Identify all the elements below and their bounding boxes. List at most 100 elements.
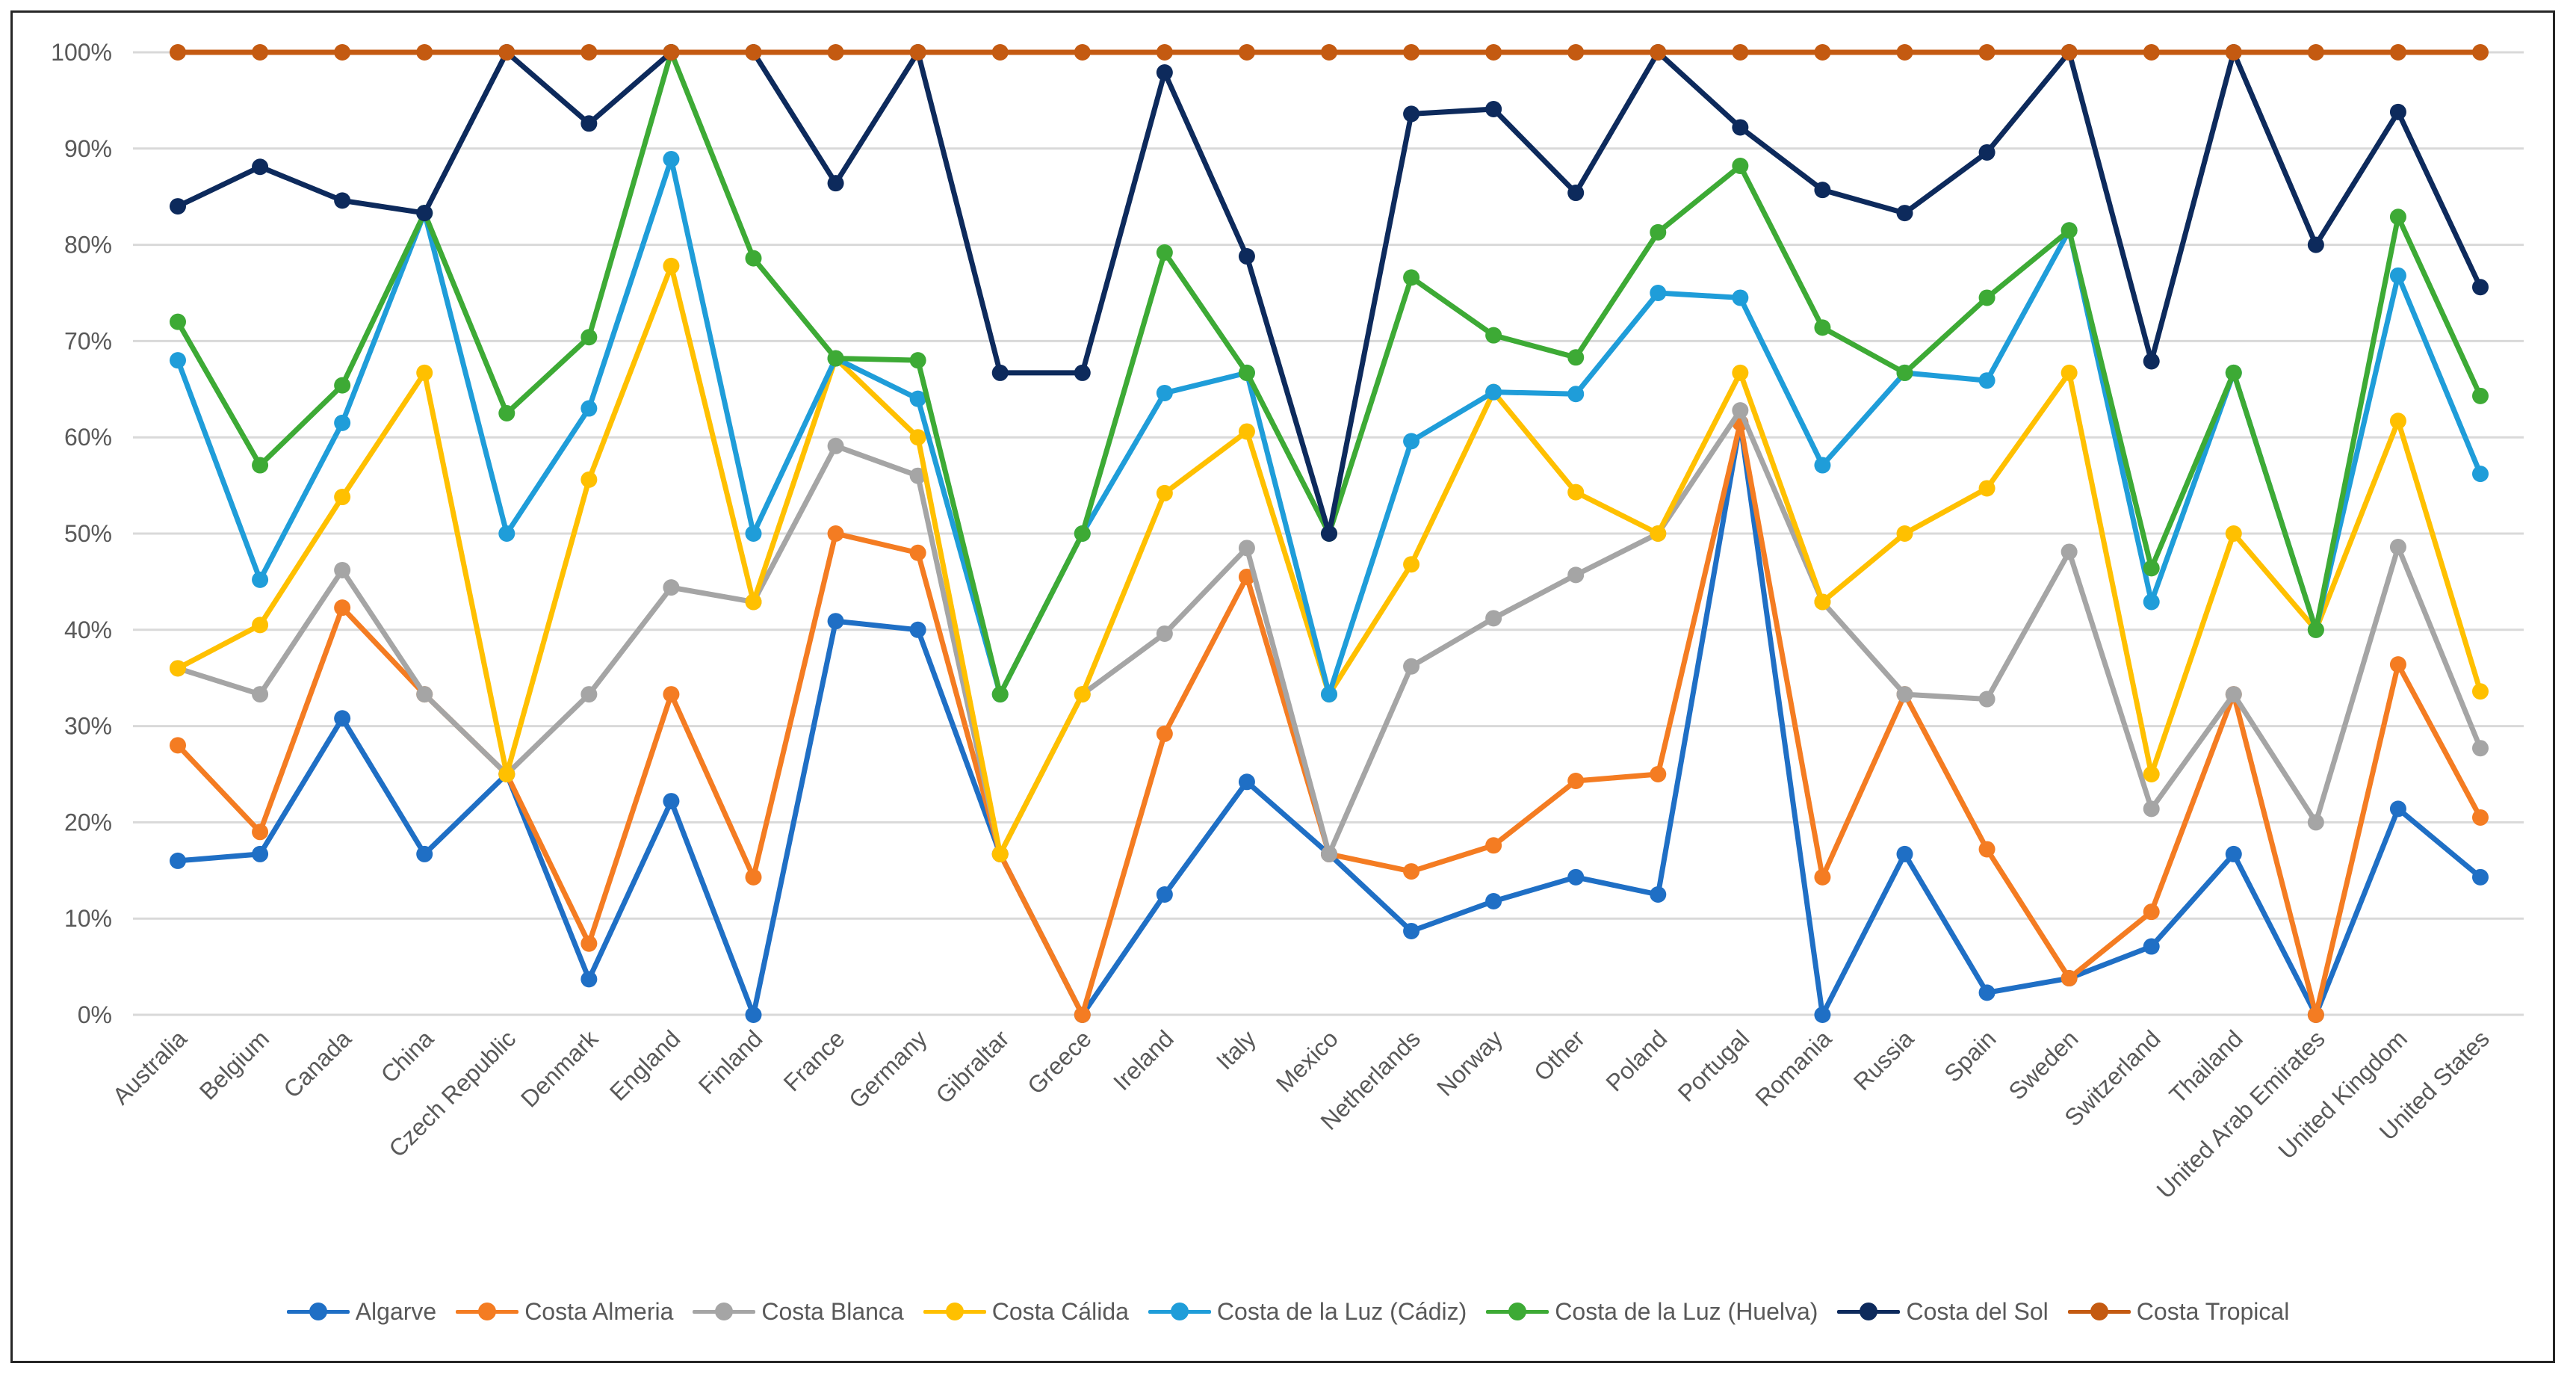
data-point <box>170 852 186 869</box>
data-point <box>2225 686 2242 703</box>
data-point <box>1978 289 1996 306</box>
x-tick-label: Spain <box>1939 1025 2001 1087</box>
data-point <box>1074 686 1091 703</box>
data-point <box>1485 893 1502 910</box>
data-point <box>334 599 351 617</box>
x-tick-label: Thailand <box>2164 1025 2247 1108</box>
data-point <box>252 457 269 474</box>
data-point <box>334 377 351 394</box>
data-point <box>1485 383 1502 401</box>
data-point <box>580 44 598 61</box>
data-point <box>909 352 926 369</box>
data-point <box>2225 845 2242 862</box>
data-point <box>1403 556 1420 573</box>
x-tick-label: Ireland <box>1108 1025 1179 1096</box>
data-point <box>1896 364 1913 381</box>
legend-swatch <box>1486 1302 1549 1321</box>
data-point <box>2143 766 2160 782</box>
data-point <box>1732 157 1749 174</box>
data-point <box>580 471 598 488</box>
data-point <box>1485 44 1502 61</box>
legend-item: Costa Blanca <box>693 1298 904 1326</box>
data-point <box>334 710 351 727</box>
data-point <box>2061 364 2078 381</box>
data-point <box>2307 44 2324 61</box>
x-tick-label: Italy <box>1211 1025 1261 1075</box>
data-point <box>1321 525 1337 542</box>
data-point <box>2472 683 2489 700</box>
data-point <box>909 544 926 561</box>
data-point <box>1156 484 1173 501</box>
data-point <box>1567 185 1585 202</box>
data-point <box>1403 658 1420 675</box>
data-point <box>991 44 1009 61</box>
y-tick-label: 50% <box>64 520 112 547</box>
x-tick-label: China <box>376 1025 439 1088</box>
data-point <box>170 313 186 330</box>
data-point <box>1978 841 1996 858</box>
data-point <box>1238 773 1255 791</box>
data-point <box>1650 223 1667 241</box>
data-point <box>1650 525 1667 542</box>
data-point <box>2472 868 2489 886</box>
gridlines <box>133 51 2524 1016</box>
data-point <box>2472 387 2489 404</box>
legend-swatch <box>456 1302 519 1321</box>
data-point <box>170 198 186 215</box>
data-point <box>2143 353 2160 370</box>
data-point <box>580 971 598 988</box>
data-point <box>170 352 186 369</box>
x-tick-label: Poland <box>1600 1025 1672 1096</box>
data-point <box>909 390 926 407</box>
data-point <box>1321 845 1337 862</box>
data-point <box>1074 364 1091 381</box>
data-point <box>1978 372 1996 389</box>
x-tick-label: Belgium <box>194 1025 274 1104</box>
legend-swatch <box>286 1302 350 1321</box>
data-point <box>498 405 515 421</box>
data-point <box>1156 244 1173 261</box>
data-point <box>1896 205 1913 222</box>
data-point <box>2143 44 2160 61</box>
data-point <box>334 414 351 431</box>
data-point <box>580 115 598 132</box>
data-point <box>2143 938 2160 955</box>
data-point <box>1238 248 1255 265</box>
data-point <box>1074 44 1091 61</box>
series-line <box>175 407 2483 857</box>
data-point <box>2472 740 2489 757</box>
data-point <box>1978 984 1996 1001</box>
data-point <box>2061 222 2078 239</box>
data-point <box>416 845 433 862</box>
data-point <box>1732 289 1749 306</box>
x-tick-label: Finland <box>693 1025 768 1099</box>
data-point <box>2389 800 2406 818</box>
series-costa-tropical <box>170 44 2489 61</box>
data-point <box>2472 466 2489 483</box>
data-point <box>1814 182 1831 199</box>
data-point <box>2389 656 2406 673</box>
data-point <box>1732 402 1749 419</box>
data-point <box>580 686 598 703</box>
x-tick-label: Greece <box>1022 1025 1097 1099</box>
data-point <box>1485 837 1502 854</box>
data-point <box>1403 44 1420 61</box>
data-point <box>1238 44 1255 61</box>
data-point <box>1567 773 1585 790</box>
data-point <box>1403 105 1420 123</box>
y-tick-label: 40% <box>64 617 112 643</box>
x-tick-label: Germany <box>843 1025 932 1113</box>
x-tick-label: Sweden <box>2003 1025 2083 1104</box>
data-point <box>1567 868 1585 886</box>
data-point <box>2061 543 2078 560</box>
series-line <box>175 49 2483 537</box>
x-tick-label: Other <box>1529 1025 1590 1086</box>
data-point <box>170 737 186 754</box>
data-point <box>2143 560 2160 577</box>
data-point <box>1238 364 1255 381</box>
series-costa-de-la-luz-c-diz <box>170 150 2489 703</box>
data-point <box>498 525 515 542</box>
data-point <box>1156 886 1173 903</box>
data-point <box>1896 44 1913 61</box>
